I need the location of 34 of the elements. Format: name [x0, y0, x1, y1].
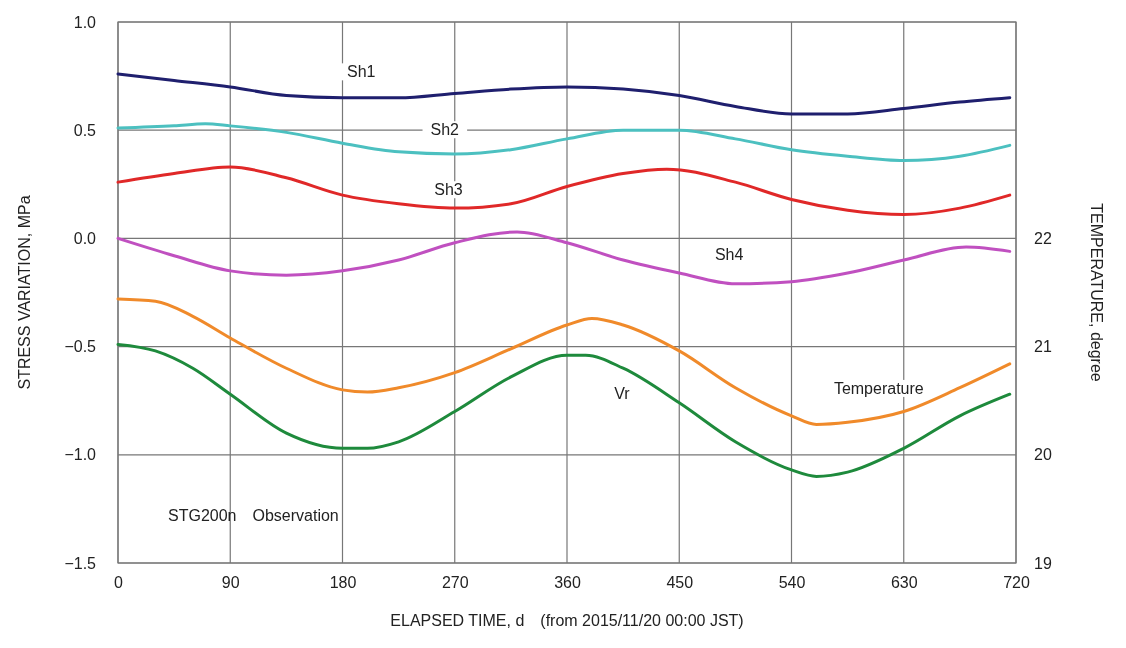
series-label: Sh1	[346, 63, 376, 81]
y2-tick-label: 19	[1034, 554, 1052, 572]
y2-tick-label: 21	[1034, 338, 1052, 356]
y-tick-label: −1.0	[64, 446, 97, 464]
x-tick-label: 540	[778, 574, 806, 592]
y-tick-label: 0.5	[73, 121, 97, 139]
x-tick-label: 180	[329, 574, 357, 592]
y2-axis-title: TEMPERATURE, degree	[1088, 203, 1105, 382]
x-tick-label: 720	[1003, 574, 1030, 592]
series-label: Temperature	[833, 379, 924, 397]
series-label: Sh3	[434, 181, 463, 199]
y-tick-label: 0.0	[73, 230, 97, 248]
x-tick-label: 630	[890, 574, 918, 592]
y2-tick-label: 22	[1034, 230, 1052, 248]
x-tick-label: 0	[114, 574, 124, 592]
x-axis-title: ELAPSED TIME, d (from 2015/11/20 00:00 JST)	[390, 612, 744, 629]
x-tick-label: 360	[554, 574, 581, 592]
y2-tick-label: 20	[1034, 446, 1052, 464]
series-label: Sh4	[714, 246, 744, 264]
line-series	[116, 297, 1012, 426]
x-tick-label: 90	[221, 574, 240, 592]
annotation: STG200n Observation	[168, 507, 339, 524]
y-tick-label: −0.5	[64, 338, 97, 356]
series-label: Sh2	[430, 121, 460, 139]
y-axis-title: STRESS VARIATION, MPa	[16, 195, 33, 390]
y-tick-label: −1.5	[64, 554, 97, 572]
line-series	[116, 165, 1012, 217]
y-tick-label: 1.0	[73, 13, 97, 31]
series-label: Vr	[614, 385, 631, 403]
line-series	[116, 342, 1012, 478]
line-series	[116, 122, 1012, 162]
x-tick-label: 450	[666, 574, 694, 592]
line-series	[116, 230, 1012, 286]
x-tick-label: 270	[441, 574, 469, 592]
